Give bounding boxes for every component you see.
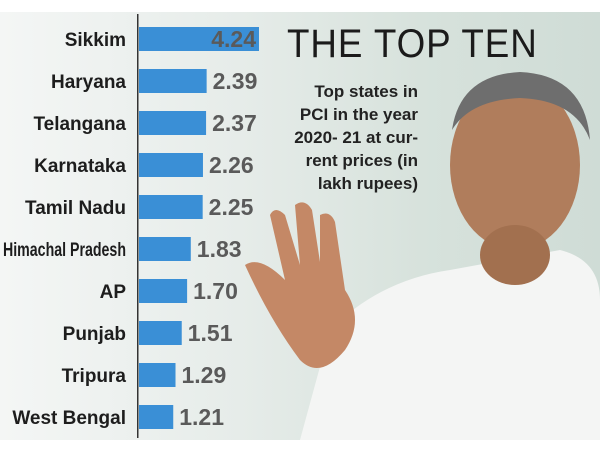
shirt xyxy=(300,250,600,440)
category-label: Tripura xyxy=(62,366,127,387)
subtitle-line: rent prices (in xyxy=(305,151,418,170)
bar xyxy=(139,237,191,261)
subtitle-line: Top states in xyxy=(314,82,418,101)
category-label: Haryana xyxy=(51,72,126,93)
bar xyxy=(139,111,207,135)
category-label: Sikkim xyxy=(65,30,126,51)
category-label: Himachal Pradesh xyxy=(3,240,126,261)
chart-title: THE TOP TEN xyxy=(287,22,538,66)
category-label: Punjab xyxy=(63,324,126,345)
value-label: 1.83 xyxy=(197,236,242,262)
bar xyxy=(139,195,203,219)
bar xyxy=(139,405,174,429)
value-label: 2.39 xyxy=(213,68,258,94)
value-label: 4.24 xyxy=(211,26,256,52)
face xyxy=(450,80,580,250)
value-label: 2.25 xyxy=(209,194,254,220)
value-label: 2.26 xyxy=(209,152,254,178)
bar xyxy=(139,321,182,345)
category-label: Karnataka xyxy=(34,156,126,177)
value-label: 1.29 xyxy=(182,362,227,388)
bar xyxy=(139,153,203,177)
category-label: AP xyxy=(100,282,127,303)
value-label: 1.21 xyxy=(179,404,224,430)
category-label: Tamil Nadu xyxy=(25,198,126,219)
neck xyxy=(480,225,550,285)
value-label: 2.37 xyxy=(212,110,257,136)
category-label: Telangana xyxy=(33,114,126,135)
bar xyxy=(139,279,188,303)
category-label: West Bengal xyxy=(12,408,126,429)
subtitle-line: lakh rupees) xyxy=(317,174,418,193)
bar xyxy=(139,69,207,93)
hand xyxy=(245,202,355,368)
subtitle-line: PCI in the year xyxy=(299,105,418,124)
bar xyxy=(139,363,176,387)
hair xyxy=(452,72,590,140)
value-label: 1.70 xyxy=(193,278,238,304)
subtitle-line: 2020- 21 at cur- xyxy=(294,128,418,147)
chart-subtitle: Top states in PCI in the year 2020- 21 a… xyxy=(268,80,418,195)
value-label: 1.51 xyxy=(188,320,233,346)
y-axis-line xyxy=(137,14,139,438)
bar xyxy=(139,27,259,51)
